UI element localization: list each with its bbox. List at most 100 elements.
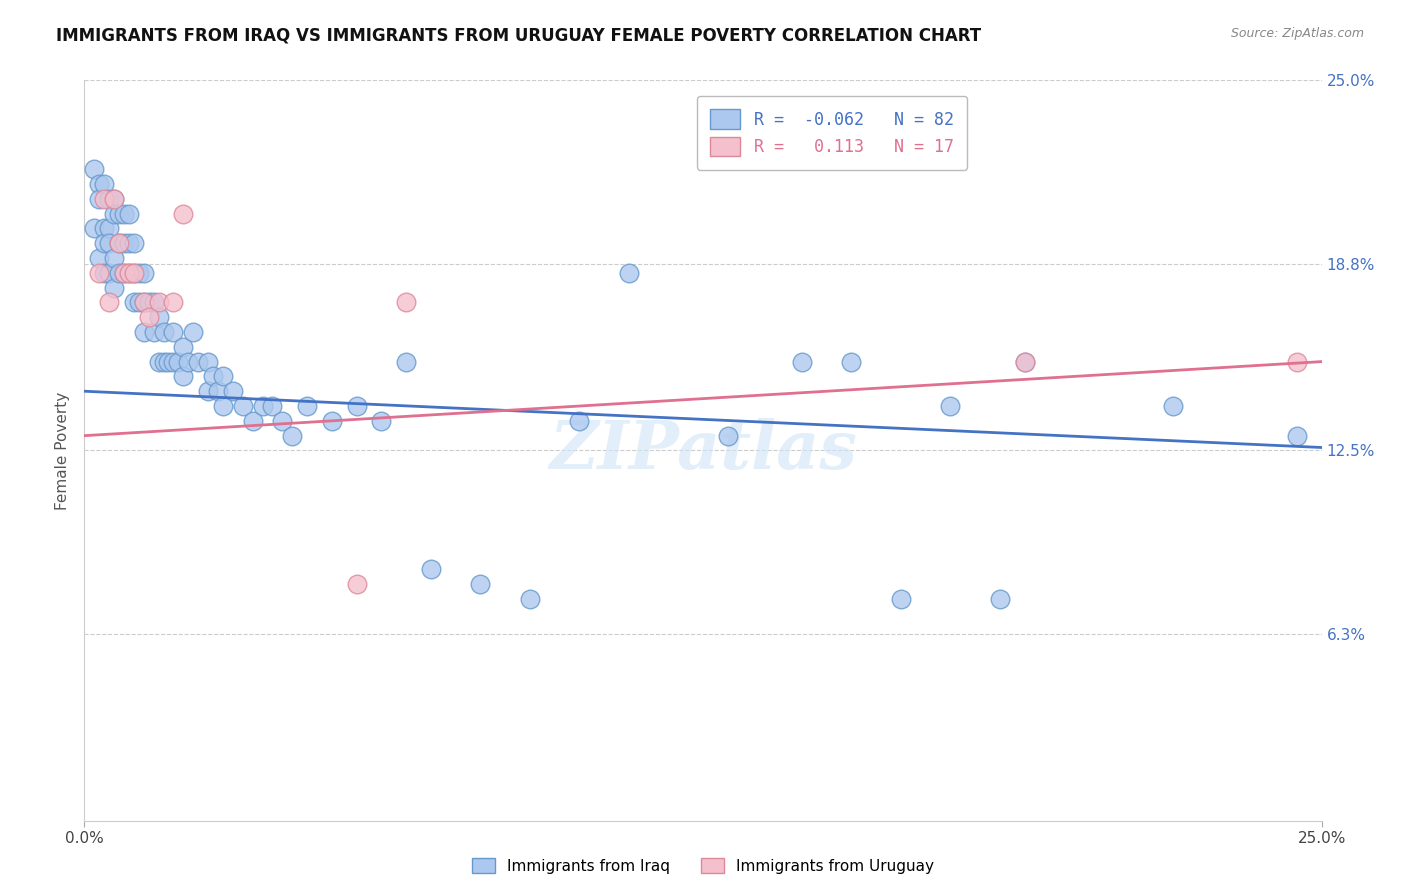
Point (148, 310, 170, 325)
Point (172, 369, 194, 384)
Point (83, 221, 105, 235)
Point (172, 206, 194, 220)
Point (197, 384, 219, 399)
Point (271, 414, 294, 428)
Point (98, 221, 121, 235)
Point (108, 266, 131, 280)
Point (132, 266, 155, 280)
Point (138, 310, 160, 325)
Point (281, 428, 304, 442)
Point (138, 295, 160, 310)
Text: ZIPatlas: ZIPatlas (550, 418, 856, 483)
Point (98, 295, 121, 310)
Point (262, 399, 284, 413)
Point (103, 206, 125, 220)
Point (89, 251, 111, 265)
Point (128, 266, 150, 280)
Point (295, 399, 318, 413)
Point (939, 399, 962, 413)
Point (988, 591, 1011, 606)
Point (1285, 354, 1308, 368)
Text: Source: ZipAtlas.com: Source: ZipAtlas.com (1230, 27, 1364, 40)
Point (128, 295, 150, 310)
Point (142, 295, 165, 310)
Point (89, 177, 111, 191)
Point (242, 414, 264, 428)
Point (108, 236, 131, 251)
Point (93, 192, 115, 206)
Point (1014, 354, 1036, 368)
Point (790, 354, 813, 368)
Point (346, 399, 368, 413)
Point (148, 295, 170, 310)
Point (93, 177, 115, 191)
Point (83, 162, 105, 177)
Point (321, 414, 343, 428)
Point (103, 192, 125, 206)
Point (118, 206, 141, 220)
Point (181, 325, 204, 339)
Point (1285, 428, 1308, 442)
Point (122, 266, 145, 280)
Point (132, 325, 155, 339)
Point (103, 251, 125, 265)
Point (93, 236, 115, 251)
Point (177, 354, 200, 368)
Point (212, 369, 235, 384)
Point (157, 354, 180, 368)
Point (132, 295, 155, 310)
Point (222, 384, 245, 399)
Point (162, 354, 184, 368)
Point (148, 354, 170, 368)
Point (519, 591, 541, 606)
Point (1014, 354, 1036, 368)
Point (617, 266, 640, 280)
Point (470, 576, 492, 591)
Point (108, 236, 131, 251)
Point (841, 354, 863, 368)
Point (93, 221, 115, 235)
Point (112, 236, 135, 251)
Point (132, 295, 155, 310)
Y-axis label: Female Poverty: Female Poverty (55, 392, 70, 509)
Point (108, 206, 131, 220)
Point (98, 236, 121, 251)
Point (202, 369, 225, 384)
Point (890, 591, 912, 606)
Point (118, 266, 141, 280)
Point (122, 266, 145, 280)
Point (370, 414, 392, 428)
Point (167, 354, 190, 368)
Point (395, 354, 418, 368)
Point (118, 266, 141, 280)
Point (162, 295, 184, 310)
Point (395, 295, 418, 310)
Point (152, 325, 174, 339)
Point (207, 384, 229, 399)
Point (118, 236, 141, 251)
Point (717, 428, 740, 442)
Point (346, 576, 368, 591)
Point (172, 340, 194, 354)
Point (103, 192, 125, 206)
Point (197, 354, 219, 368)
Point (1161, 399, 1184, 413)
Point (142, 325, 165, 339)
Point (89, 266, 111, 280)
Legend: Immigrants from Iraq, Immigrants from Uruguay: Immigrants from Iraq, Immigrants from Ur… (465, 852, 941, 880)
Point (112, 266, 135, 280)
Point (419, 562, 441, 576)
Text: IMMIGRANTS FROM IRAQ VS IMMIGRANTS FROM URUGUAY FEMALE POVERTY CORRELATION CHART: IMMIGRANTS FROM IRAQ VS IMMIGRANTS FROM … (56, 27, 981, 45)
Point (187, 354, 209, 368)
Point (112, 206, 135, 220)
Point (212, 399, 235, 413)
Point (89, 192, 111, 206)
Point (122, 236, 145, 251)
Point (103, 280, 125, 294)
Point (252, 399, 274, 413)
Point (232, 399, 254, 413)
Legend: R =  -0.062   N = 82, R =   0.113   N = 17: R = -0.062 N = 82, R = 0.113 N = 17 (697, 96, 967, 169)
Point (162, 325, 184, 339)
Point (568, 414, 591, 428)
Point (152, 354, 174, 368)
